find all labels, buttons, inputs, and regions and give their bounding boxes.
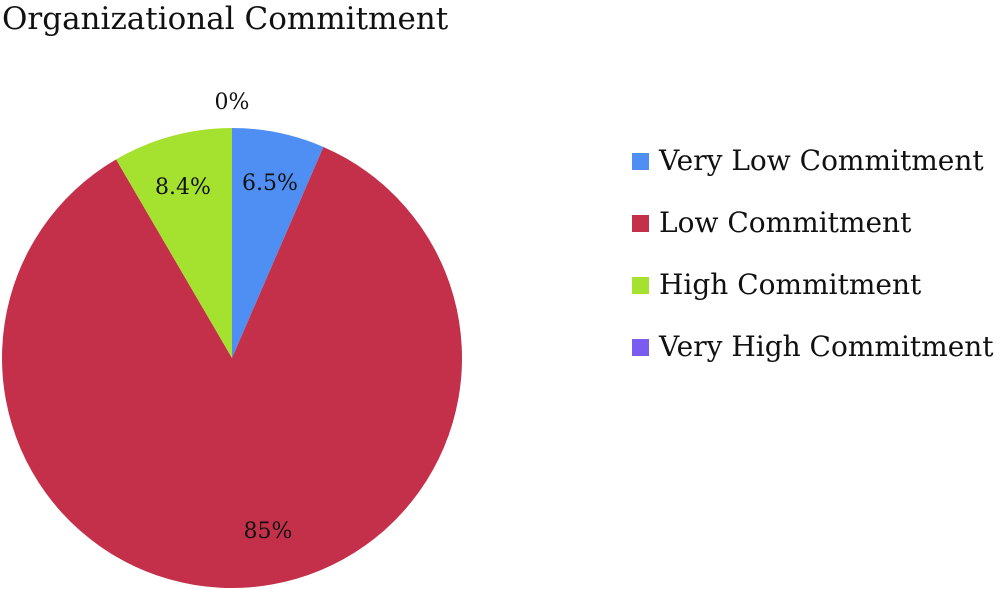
pie-slice-very-low xyxy=(232,128,324,358)
legend-label-very-low: Very Low Commitment xyxy=(659,144,984,177)
slice-label-very-high: 0% xyxy=(215,90,250,115)
legend-swatch-high xyxy=(632,277,649,294)
slice-label-high: 8.4% xyxy=(155,175,211,200)
slice-label-low: 85% xyxy=(244,519,293,544)
legend-swatch-very-low xyxy=(632,153,649,170)
legend-swatch-low xyxy=(632,215,649,232)
pie-slice-low xyxy=(2,146,463,588)
legend-label-high: High Commitment xyxy=(659,268,922,301)
chart-title: Organizational Commitment xyxy=(2,1,449,37)
legend-label-low: Low Commitment xyxy=(659,206,912,239)
legend-label-very-high: Very High Commitment xyxy=(659,330,994,363)
legend-swatch-very-high xyxy=(632,339,649,356)
slice-label-very-low: 6.5% xyxy=(242,171,298,196)
pie-slice-high xyxy=(116,128,232,358)
